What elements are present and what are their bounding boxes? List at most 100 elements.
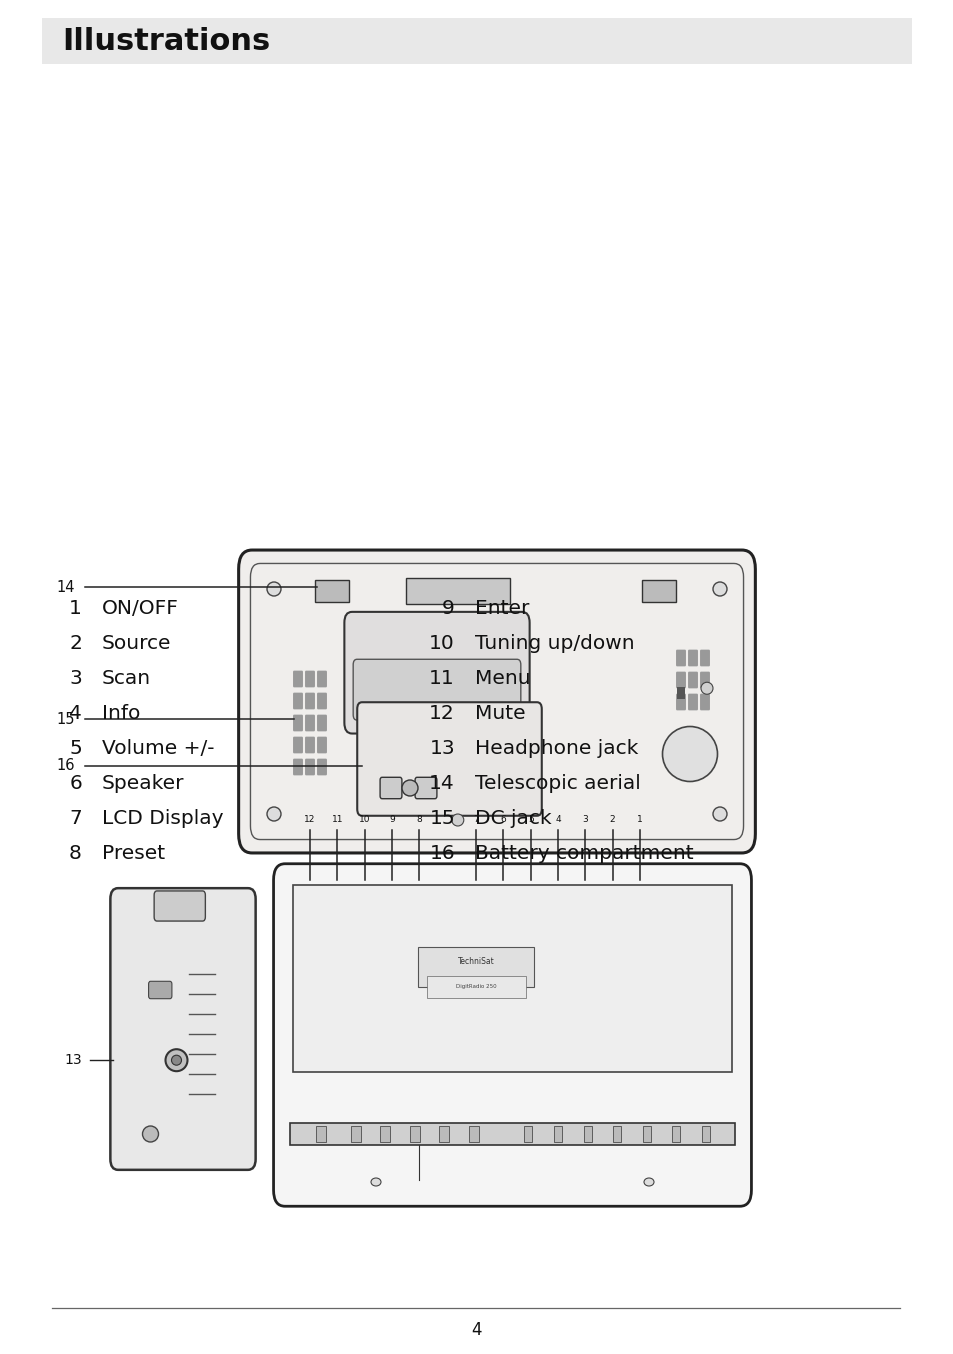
FancyBboxPatch shape: [316, 693, 327, 709]
Text: 3: 3: [70, 669, 82, 688]
Text: 12: 12: [429, 704, 455, 723]
FancyBboxPatch shape: [676, 672, 685, 688]
Ellipse shape: [267, 582, 281, 596]
Text: 3: 3: [582, 815, 588, 825]
Text: 10: 10: [358, 815, 370, 825]
Bar: [350, 1127, 360, 1141]
Text: 1: 1: [637, 815, 642, 825]
FancyBboxPatch shape: [405, 578, 509, 604]
Text: 8: 8: [69, 844, 82, 862]
Ellipse shape: [452, 814, 463, 826]
FancyBboxPatch shape: [316, 737, 327, 753]
Text: 15: 15: [429, 808, 455, 829]
FancyBboxPatch shape: [111, 888, 255, 1170]
FancyBboxPatch shape: [687, 650, 698, 666]
Text: 10: 10: [429, 634, 455, 653]
Bar: [554, 1127, 561, 1141]
Ellipse shape: [700, 682, 712, 695]
FancyBboxPatch shape: [353, 659, 520, 720]
FancyBboxPatch shape: [676, 693, 685, 711]
FancyBboxPatch shape: [305, 670, 314, 688]
Ellipse shape: [712, 807, 726, 821]
Bar: [316, 1127, 326, 1141]
Bar: [409, 1127, 419, 1141]
Text: Tuning up/down: Tuning up/down: [475, 634, 634, 653]
Text: 9: 9: [389, 815, 395, 825]
Text: Telescopic aerial: Telescopic aerial: [475, 774, 640, 793]
Text: 14: 14: [56, 580, 75, 594]
FancyBboxPatch shape: [356, 703, 541, 815]
Text: 5: 5: [527, 815, 533, 825]
Text: 13: 13: [429, 739, 455, 758]
FancyBboxPatch shape: [42, 18, 911, 64]
Text: 1: 1: [69, 598, 82, 617]
Ellipse shape: [267, 807, 281, 821]
FancyBboxPatch shape: [290, 1122, 734, 1145]
Bar: [642, 1127, 650, 1141]
Bar: [438, 1127, 449, 1141]
Text: TechniSat: TechniSat: [457, 957, 494, 967]
Text: DigitRadio 250: DigitRadio 250: [456, 984, 496, 990]
Text: 9: 9: [442, 598, 455, 617]
FancyBboxPatch shape: [293, 737, 303, 753]
Text: 5: 5: [70, 739, 82, 758]
FancyBboxPatch shape: [700, 650, 709, 666]
Text: 8: 8: [416, 815, 421, 825]
FancyBboxPatch shape: [149, 982, 172, 999]
Text: 14: 14: [429, 774, 455, 793]
FancyBboxPatch shape: [305, 715, 314, 731]
FancyBboxPatch shape: [700, 672, 709, 688]
Ellipse shape: [165, 1049, 188, 1071]
Text: 7: 7: [70, 808, 82, 829]
FancyBboxPatch shape: [293, 715, 303, 731]
FancyBboxPatch shape: [305, 758, 314, 776]
Text: Battery compartment: Battery compartment: [475, 844, 693, 862]
FancyBboxPatch shape: [316, 715, 327, 731]
Text: 15: 15: [56, 711, 75, 727]
FancyBboxPatch shape: [676, 650, 685, 666]
Text: 16: 16: [429, 844, 455, 862]
Text: Source: Source: [102, 634, 172, 653]
Ellipse shape: [401, 780, 417, 796]
Ellipse shape: [643, 1178, 654, 1186]
FancyBboxPatch shape: [344, 612, 529, 734]
FancyBboxPatch shape: [314, 581, 349, 601]
Bar: [672, 1127, 679, 1141]
FancyBboxPatch shape: [154, 891, 205, 921]
Text: 6: 6: [500, 815, 506, 825]
Text: Volume +/-: Volume +/-: [102, 739, 214, 758]
Text: Preset: Preset: [102, 844, 165, 862]
Bar: [524, 1127, 532, 1141]
FancyBboxPatch shape: [293, 886, 731, 1072]
Text: Headphone jack: Headphone jack: [475, 739, 638, 758]
Text: 4: 4: [69, 704, 82, 723]
Text: 13: 13: [64, 1053, 82, 1067]
Text: Mute: Mute: [475, 704, 525, 723]
Ellipse shape: [142, 1127, 158, 1141]
FancyBboxPatch shape: [293, 758, 303, 776]
Bar: [583, 1127, 591, 1141]
FancyBboxPatch shape: [415, 777, 436, 799]
Bar: [379, 1127, 390, 1141]
Text: 7: 7: [473, 815, 478, 825]
FancyBboxPatch shape: [316, 758, 327, 776]
Ellipse shape: [371, 1178, 380, 1186]
FancyBboxPatch shape: [426, 976, 525, 998]
FancyBboxPatch shape: [316, 670, 327, 688]
FancyBboxPatch shape: [274, 864, 751, 1206]
FancyBboxPatch shape: [700, 693, 709, 711]
FancyBboxPatch shape: [293, 670, 303, 688]
Text: Scan: Scan: [102, 669, 151, 688]
FancyBboxPatch shape: [687, 672, 698, 688]
Ellipse shape: [712, 582, 726, 596]
Ellipse shape: [661, 727, 717, 781]
FancyBboxPatch shape: [687, 693, 698, 711]
Ellipse shape: [172, 1055, 181, 1066]
Text: Speaker: Speaker: [102, 774, 184, 793]
Text: Info: Info: [102, 704, 140, 723]
Bar: [468, 1127, 478, 1141]
Text: Illustrations: Illustrations: [62, 27, 270, 56]
Text: ON/OFF: ON/OFF: [102, 598, 179, 617]
FancyBboxPatch shape: [305, 737, 314, 753]
Bar: [613, 1127, 620, 1141]
